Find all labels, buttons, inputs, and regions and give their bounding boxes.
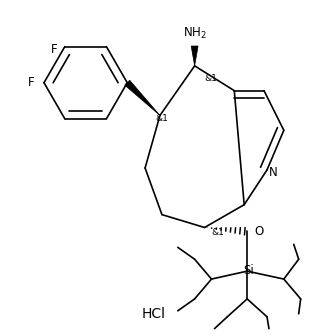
Polygon shape xyxy=(125,80,160,116)
Text: N: N xyxy=(269,166,278,179)
Polygon shape xyxy=(191,46,198,66)
Text: O: O xyxy=(254,225,263,238)
Text: F: F xyxy=(28,76,34,89)
Text: Si: Si xyxy=(243,264,253,277)
Text: HCl: HCl xyxy=(142,307,166,321)
Text: &1: &1 xyxy=(211,228,224,237)
Text: NH$_2$: NH$_2$ xyxy=(183,26,206,41)
Text: &1: &1 xyxy=(155,114,168,123)
Text: F: F xyxy=(51,43,58,56)
Text: &1: &1 xyxy=(205,74,218,83)
